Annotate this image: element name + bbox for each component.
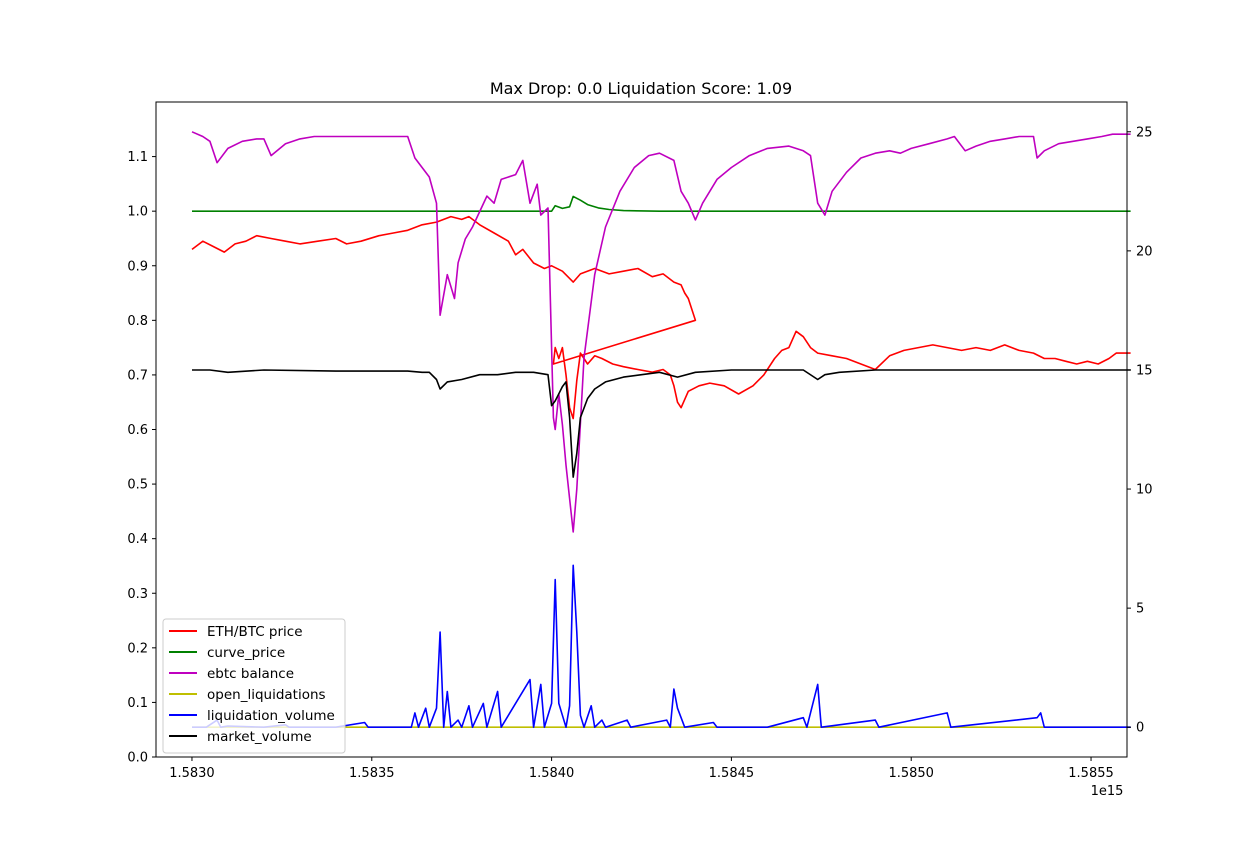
chart-title: Max Drop: 0.0 Liquidation Score: 1.09 (490, 79, 792, 98)
x-tick-label: 1.5835 (349, 766, 395, 781)
legend-label-liquidation-volume: liquidation_volume (207, 708, 335, 724)
y-tick-label: 0.6 (127, 423, 148, 438)
legend-label-open-liquidations: open_liquidations (207, 687, 326, 703)
y-axis-left: 0.0 0.1 0.2 0.3 0.4 0.5 0.6 0.7 0.8 0.9 1.0 1.1 (127, 150, 156, 766)
x-axis: 1.5830 1.5835 1.5840 1.5845 1.5850 1.5855 (169, 757, 1114, 781)
y2-tick-label: 15 (1136, 363, 1153, 378)
y-tick-label: 0.5 (127, 478, 148, 493)
y-tick-label: 1.0 (127, 205, 148, 220)
series-line-eth-btc-price (191, 215, 1131, 420)
y-tick-label: 0.3 (127, 587, 148, 602)
legend-label-eth-btc-price: ETH/BTC price (207, 624, 303, 640)
y-tick-label: 0.0 (127, 751, 148, 766)
x-tick-label: 1.5845 (709, 766, 755, 781)
y-tick-label: 0.9 (127, 259, 148, 274)
series-line-ebtc-balance (191, 131, 1131, 533)
legend-label-curve-price: curve_price (207, 645, 285, 661)
y2-tick-label: 5 (1136, 602, 1144, 617)
legend-label-ebtc-balance: ebtc balance (207, 666, 294, 682)
y-tick-label: 0.1 (127, 696, 148, 711)
y-tick-label: 0.4 (127, 532, 148, 547)
y-tick-label: 0.2 (127, 641, 148, 656)
y-tick-label: 0.7 (127, 368, 148, 383)
y-tick-label: 0.8 (127, 314, 148, 329)
y2-tick-label: 0 (1136, 721, 1144, 736)
series-line-curve-price (192, 195, 1131, 212)
x-tick-label: 1.5830 (169, 766, 215, 781)
y-tick-label: 1.1 (127, 150, 148, 165)
plot-lines (191, 131, 1131, 728)
x-tick-label: 1.5840 (529, 766, 575, 781)
legend-box (162, 618, 346, 754)
y-axis-right: 0 5 10 15 20 25 (1127, 125, 1153, 736)
x-tick-label: 1.5855 (1068, 766, 1114, 781)
y2-tick-label: 10 (1136, 483, 1153, 498)
x-tick-label: 1.5850 (888, 766, 934, 781)
series-line-market-volume (192, 369, 1131, 478)
series-line-liquidation-volume (192, 564, 1131, 728)
legend-label-market-volume: market_volume (207, 729, 312, 745)
y2-tick-label: 25 (1136, 125, 1153, 140)
y2-tick-label: 20 (1136, 244, 1153, 259)
x-offset-label: 1e15 (1091, 784, 1124, 799)
